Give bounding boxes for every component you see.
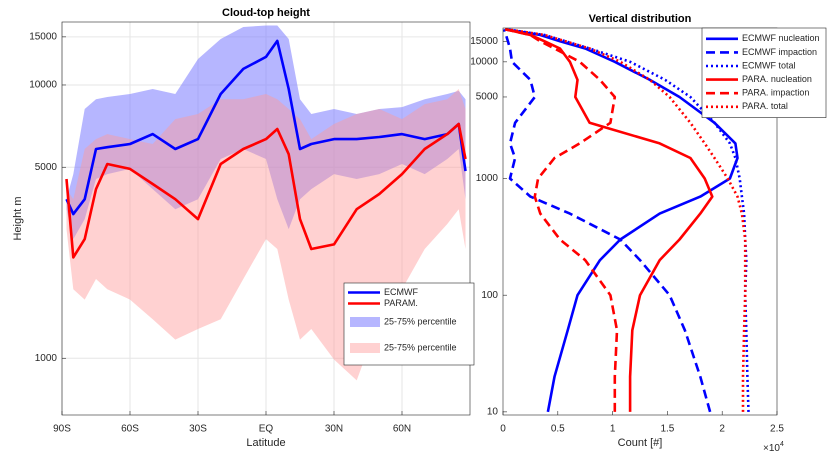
- legend-label: PARAM.: [384, 298, 418, 308]
- legend-label: ECMWF impaction: [742, 47, 817, 57]
- multiplier-exponent: 4: [780, 441, 784, 448]
- legend-label: 25-75% percentile: [384, 316, 457, 326]
- legend-swatch: [350, 343, 380, 353]
- x-axis-label: Latitude: [246, 437, 285, 449]
- x-tick-label: 0.5: [551, 424, 565, 435]
- chart-title: Vertical distribution: [589, 13, 692, 25]
- x-multiplier: ×104: [763, 441, 784, 454]
- x-tick-label: 30N: [325, 424, 343, 435]
- y-tick-label: 15000: [29, 31, 57, 42]
- x-tick-label: 1.5: [660, 424, 674, 435]
- x-tick-label: 60N: [393, 424, 411, 435]
- series-line: [504, 28, 619, 412]
- y-tick-label: 10: [487, 407, 499, 418]
- x-tick-label: EQ: [259, 424, 274, 435]
- panel: 0 0.5 1 1.5 2 2.5 10 100 1000 5000 10000 15000 Verti…: [470, 13, 827, 454]
- y-tick-label: 10000: [29, 80, 57, 91]
- legend-label: PARA. impaction: [742, 88, 809, 98]
- x-tick-label: 90S: [53, 424, 71, 435]
- legend-label: ECMWF total: [742, 60, 796, 70]
- series-line: [65, 122, 467, 259]
- panel: 90S 60S 30S EQ 30N 60N 1000 5000 10000 15000 Cloud…: [12, 7, 475, 449]
- legend-swatch: [350, 317, 380, 327]
- series-line: [65, 39, 467, 216]
- legend-label: ECMWF: [384, 287, 418, 297]
- y-tick-label: 1000: [476, 173, 499, 184]
- legend-label: ECMWF nucleation: [742, 33, 820, 43]
- chart-title: Cloud-top height: [222, 7, 310, 19]
- y-tick-label: 1000: [35, 353, 58, 364]
- percentile-band: [66, 25, 466, 240]
- x-tick-label: 2.5: [770, 424, 784, 435]
- x-tick-label: 30S: [189, 424, 207, 435]
- x-tick-label: 60S: [121, 424, 139, 435]
- x-tick-label: 0: [500, 424, 506, 435]
- y-tick-label: 15000: [470, 36, 498, 47]
- x-axis-label: Count [#]: [618, 437, 663, 449]
- multiplier-base: ×10: [763, 443, 780, 454]
- y-tick-label: 5000: [35, 162, 58, 173]
- series-line: [507, 28, 747, 412]
- y-tick-label: 10000: [470, 56, 498, 67]
- legend-label: PARA. nucleation: [742, 74, 812, 84]
- y-tick-label: 5000: [476, 92, 499, 103]
- y-axis-label: Height m: [12, 196, 24, 240]
- x-tick-label: 2: [719, 424, 725, 435]
- x-tick-label: 1: [610, 424, 616, 435]
- axes-box: [502, 27, 778, 416]
- legend-label: 25-75% percentile: [384, 342, 457, 352]
- series-line: [504, 28, 714, 412]
- legend-label: PARA. total: [742, 101, 788, 111]
- legend: ECMWF nucleation ECMWF impaction ECMWF tot…: [701, 27, 827, 118]
- legend-box: [701, 27, 827, 118]
- y-tick-label: 100: [481, 290, 498, 301]
